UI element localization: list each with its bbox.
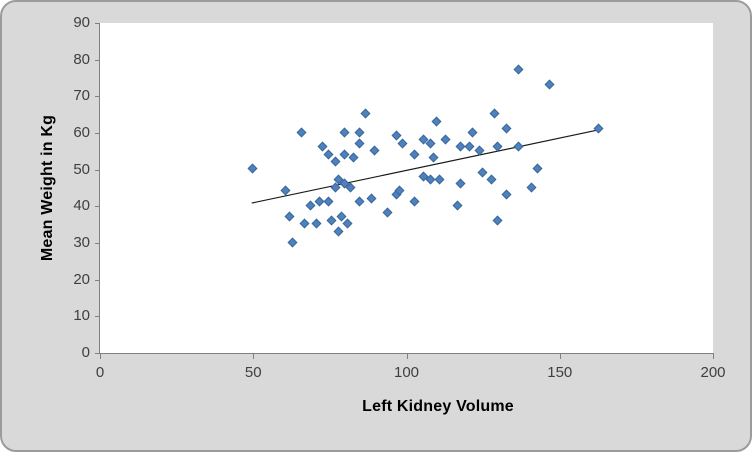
- y-tick-label: 20: [73, 270, 90, 288]
- plot-area: [100, 23, 713, 353]
- y-tick-mark: [95, 353, 100, 354]
- y-tick-mark: [95, 243, 100, 244]
- x-tick-label: 50: [244, 364, 262, 381]
- y-tick-label: 80: [73, 50, 90, 68]
- y-tick-mark: [95, 169, 100, 171]
- y-tick-label: 30: [73, 234, 90, 251]
- x-tick-mark: [713, 353, 714, 359]
- x-tick-label: 100: [393, 364, 420, 381]
- x-tick-mark: [559, 353, 561, 359]
- y-tick-mark: [95, 279, 100, 281]
- y-axis-line: [99, 23, 100, 354]
- trendline: [251, 128, 602, 204]
- y-tick-label: 90: [73, 14, 90, 31]
- y-tick-label: 0: [81, 344, 90, 361]
- x-tick-mark: [406, 353, 408, 359]
- y-tick-mark: [95, 133, 100, 134]
- y-tick-label: 10: [73, 307, 90, 325]
- y-tick-mark: [95, 23, 100, 24]
- y-tick-mark: [95, 59, 100, 61]
- y-tick-label: 50: [73, 160, 90, 178]
- y-tick-mark: [95, 206, 100, 208]
- x-tick-label: 0: [95, 364, 105, 381]
- y-tick-mark: [95, 316, 100, 318]
- y-tick-mark: [95, 96, 100, 98]
- y-tick-label: 70: [73, 87, 90, 105]
- x-axis-title: Left Kidney Volume: [362, 398, 514, 415]
- x-tick-label: 200: [700, 364, 726, 381]
- x-tick-mark: [253, 353, 255, 359]
- x-tick-mark: [100, 353, 101, 359]
- y-tick-label: 60: [73, 124, 90, 141]
- y-axis-title: Mean Weight in Kg: [39, 114, 56, 262]
- x-tick-label: 150: [547, 364, 573, 381]
- y-tick-label: 40: [73, 197, 90, 215]
